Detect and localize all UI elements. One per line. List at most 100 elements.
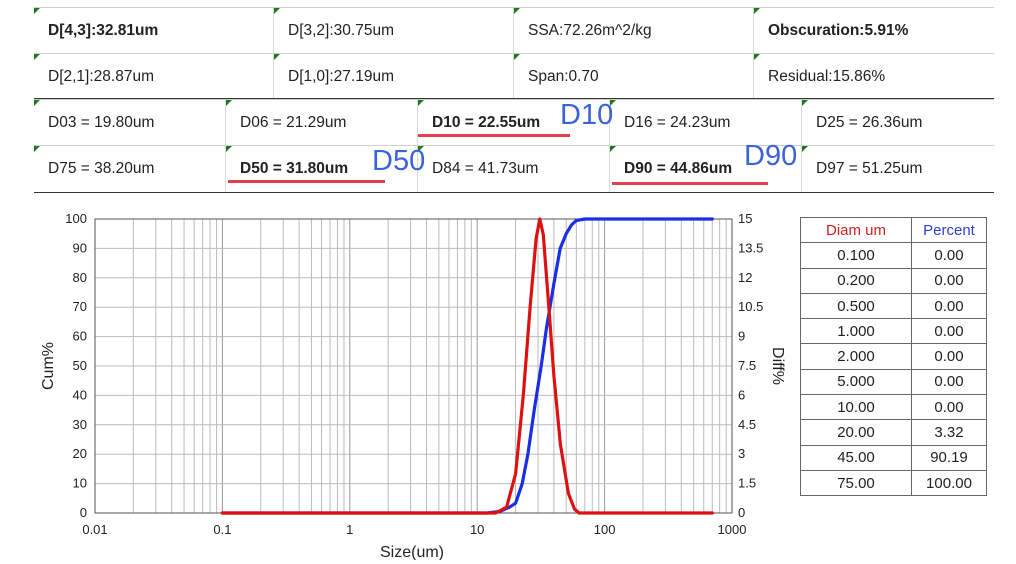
summary-cell: D[4,3]:32.81um: [34, 8, 274, 54]
percentile-value: D03 = 19.80um: [48, 114, 155, 131]
percentile-value: D84 = 41.73um: [432, 160, 539, 177]
percentile-cell-d90: D90 = 44.86um: [610, 146, 802, 192]
summary-value: SSA:72.26m^2/kg: [528, 22, 652, 39]
d90-underline: [612, 182, 768, 185]
summary-cell: D[3,2]:30.75um: [274, 8, 514, 54]
x-tick-label: 100: [594, 522, 616, 537]
y2-tick-label: 1.5: [738, 476, 756, 491]
y-tick-label: 0: [80, 505, 87, 520]
y2-tick-label: 9: [738, 329, 745, 344]
percentile-cell: D25 = 26.36um: [802, 100, 994, 146]
percent-cell: 0.00: [911, 292, 987, 320]
percent-cell: 0.00: [911, 318, 987, 345]
y-axis-ticks: 0 10 20 30 40 50 60 70 80 90 100: [65, 211, 87, 520]
percentile-cell: D03 = 19.80um: [34, 100, 226, 146]
percentile-cell: D84 = 41.73um: [418, 146, 610, 192]
percent-cell: 0.00: [911, 267, 987, 294]
y2-tick-label: 10.5: [738, 299, 763, 314]
percentile-value: D10 = 22.55um: [432, 114, 541, 131]
x-axis-ticks: 0.01 0.1 1 10 100 1000: [82, 522, 746, 537]
percentile-value: D50 = 31.80um: [240, 160, 349, 177]
diam-cell: 5.000: [800, 368, 912, 396]
percentile-value: D90 = 44.86um: [624, 160, 733, 177]
y2-tick-label: 3: [738, 446, 745, 461]
summary-cell: Residual:15.86%: [754, 54, 994, 100]
psd-chart: 0.01 0.1 1 10 100 1000 0102030405060708090100…: [40, 211, 786, 560]
table-row: 0.200 0.00: [800, 267, 987, 294]
summary-cell: Obscuration:5.91%: [754, 8, 994, 54]
percentile-cell: D97 = 51.25um: [802, 146, 994, 192]
y-tick-label: 50: [73, 358, 87, 373]
y2-axis-ticks: 0 1.5 3 4.5 6 7.5 9 10.5 12 13.5 15: [738, 211, 763, 520]
divider: [34, 98, 994, 99]
diam-cell: 45.00: [800, 444, 912, 471]
summary-cell: D[1,0]:27.19um: [274, 54, 514, 100]
percent-cell: 90.19: [911, 444, 987, 471]
d50-underline: [228, 180, 385, 183]
percentile-value: D75 = 38.20um: [48, 160, 155, 177]
x-tick-label: 0.1: [213, 522, 231, 537]
y2-tick-label: 6: [738, 387, 745, 402]
summary-cell: D[2,1]:28.87um: [34, 54, 274, 100]
summary-value: Span:0.70: [528, 68, 599, 85]
percentile-value: D16 = 24.23um: [624, 114, 731, 131]
table-row: 20.00 3.32: [800, 419, 987, 446]
summary-cell: Span:0.70: [514, 54, 754, 100]
summary-cell: SSA:72.26m^2/kg: [514, 8, 754, 54]
summary-row-1: D[4,3]:32.81um D[3,2]:30.75um SSA:72.26m…: [34, 7, 994, 54]
y-tick-label: 100: [65, 211, 87, 226]
x-tick-label: 10: [470, 522, 484, 537]
y2-axis-label: Diff%: [769, 347, 786, 385]
percentile-value: D97 = 51.25um: [816, 160, 923, 177]
summary-value: D[1,0]:27.19um: [288, 68, 394, 85]
y2-tick-label: 0: [738, 505, 745, 520]
summary-row-2: D[2,1]:28.87um D[1,0]:27.19um Span:0.70 …: [34, 53, 994, 100]
x-tick-label: 1000: [718, 522, 747, 537]
summary-value: D[3,2]:30.75um: [288, 22, 394, 39]
table-header-row: Diam um Percent: [800, 216, 987, 244]
table-row: 0.100 0.00: [800, 242, 987, 269]
y2-tick-label: 15: [738, 211, 752, 226]
y-tick-label: 40: [73, 387, 87, 402]
d10-annotation: D10: [560, 99, 614, 131]
y-tick-label: 10: [73, 476, 87, 491]
diam-cell: 0.200: [800, 267, 912, 294]
summary-value: D[4,3]:32.81um: [48, 22, 159, 39]
percentile-row-2: D75 = 38.20um D50 = 31.80um D84 = 41.73u…: [34, 145, 994, 193]
summary-value: Residual:15.86%: [768, 68, 886, 85]
table-row: 5.000 0.00: [800, 368, 987, 396]
d90-annotation: D90: [744, 140, 798, 172]
col-header-percent: Percent: [911, 216, 987, 244]
y-tick-label: 20: [73, 446, 87, 461]
percent-cell: 3.32: [911, 419, 987, 446]
diam-cell: 2.000: [800, 343, 912, 370]
percent-cell: 0.00: [911, 368, 987, 396]
y-axis-label: Cum%: [40, 342, 57, 390]
table-row: 75.00 100.00: [800, 469, 987, 497]
table-row: 1.000 0.00: [800, 318, 987, 345]
summary-value: D[2,1]:28.87um: [48, 68, 154, 85]
y-tick-label: 90: [73, 240, 87, 255]
percentile-cell: D75 = 38.20um: [34, 146, 226, 192]
y-tick-label: 30: [73, 417, 87, 432]
percentile-cell: D16 = 24.23um: [610, 100, 802, 146]
series-lines: [220, 217, 714, 515]
x-tick-label: 1: [346, 522, 353, 537]
percent-cell: 0.00: [911, 242, 987, 269]
size-percent-table: Diam um Percent 0.100 0.00 0.200 0.00 0.500 0…: [800, 216, 987, 497]
x-axis-label: Size(um): [380, 544, 444, 560]
d10-underline: [418, 134, 570, 137]
percentile-cell-d50: D50 = 31.80um: [226, 146, 418, 192]
summary-value: Obscuration:5.91%: [768, 22, 909, 39]
table-row: 10.00 0.00: [800, 394, 987, 421]
table-row: 0.500 0.00: [800, 292, 987, 320]
d50-annotation: D50: [372, 145, 426, 177]
percentile-value: D25 = 26.36um: [816, 114, 923, 131]
y-tick-label: 60: [73, 329, 87, 344]
y2-tick-label: 7.5: [738, 358, 756, 373]
diam-cell: 0.100: [800, 242, 912, 269]
y2-tick-label: 12: [738, 270, 752, 285]
diam-cell: 0.500: [800, 292, 912, 320]
diff-percent-line: [220, 217, 714, 515]
percentile-cell: D06 = 21.29um: [226, 100, 418, 146]
